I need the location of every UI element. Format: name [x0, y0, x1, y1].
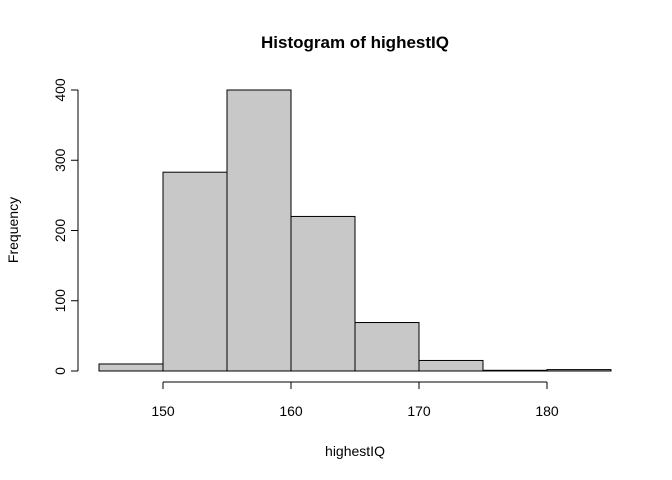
y-tick-label: 0 — [52, 367, 68, 375]
y-tick-label: 200 — [52, 219, 68, 243]
x-tick-label: 180 — [535, 403, 559, 419]
y-tick-label: 300 — [52, 148, 68, 172]
histogram-bar — [546, 369, 612, 372]
x-axis: 150 160 170 180 — [151, 381, 559, 419]
chart-title: Histogram of highestIQ — [261, 33, 449, 52]
bars-group — [98, 89, 612, 372]
histogram-bar — [482, 369, 548, 372]
y-tick-label: 100 — [52, 289, 68, 313]
y-axis-label: Frequency — [5, 197, 21, 263]
x-tick-label: 170 — [407, 403, 431, 419]
histogram-bar — [290, 215, 356, 372]
y-tick-label: 400 — [52, 78, 68, 102]
histogram-bar — [162, 171, 228, 372]
histogram-bar — [226, 89, 292, 372]
histogram-bar — [98, 363, 164, 372]
x-tick-label: 150 — [151, 403, 175, 419]
x-axis-label: highestIQ — [325, 443, 385, 459]
histogram-bar — [418, 359, 484, 372]
y-axis: 0 100 200 300 400 — [52, 78, 79, 375]
histogram-bar — [354, 322, 420, 372]
x-tick-label: 160 — [279, 403, 303, 419]
